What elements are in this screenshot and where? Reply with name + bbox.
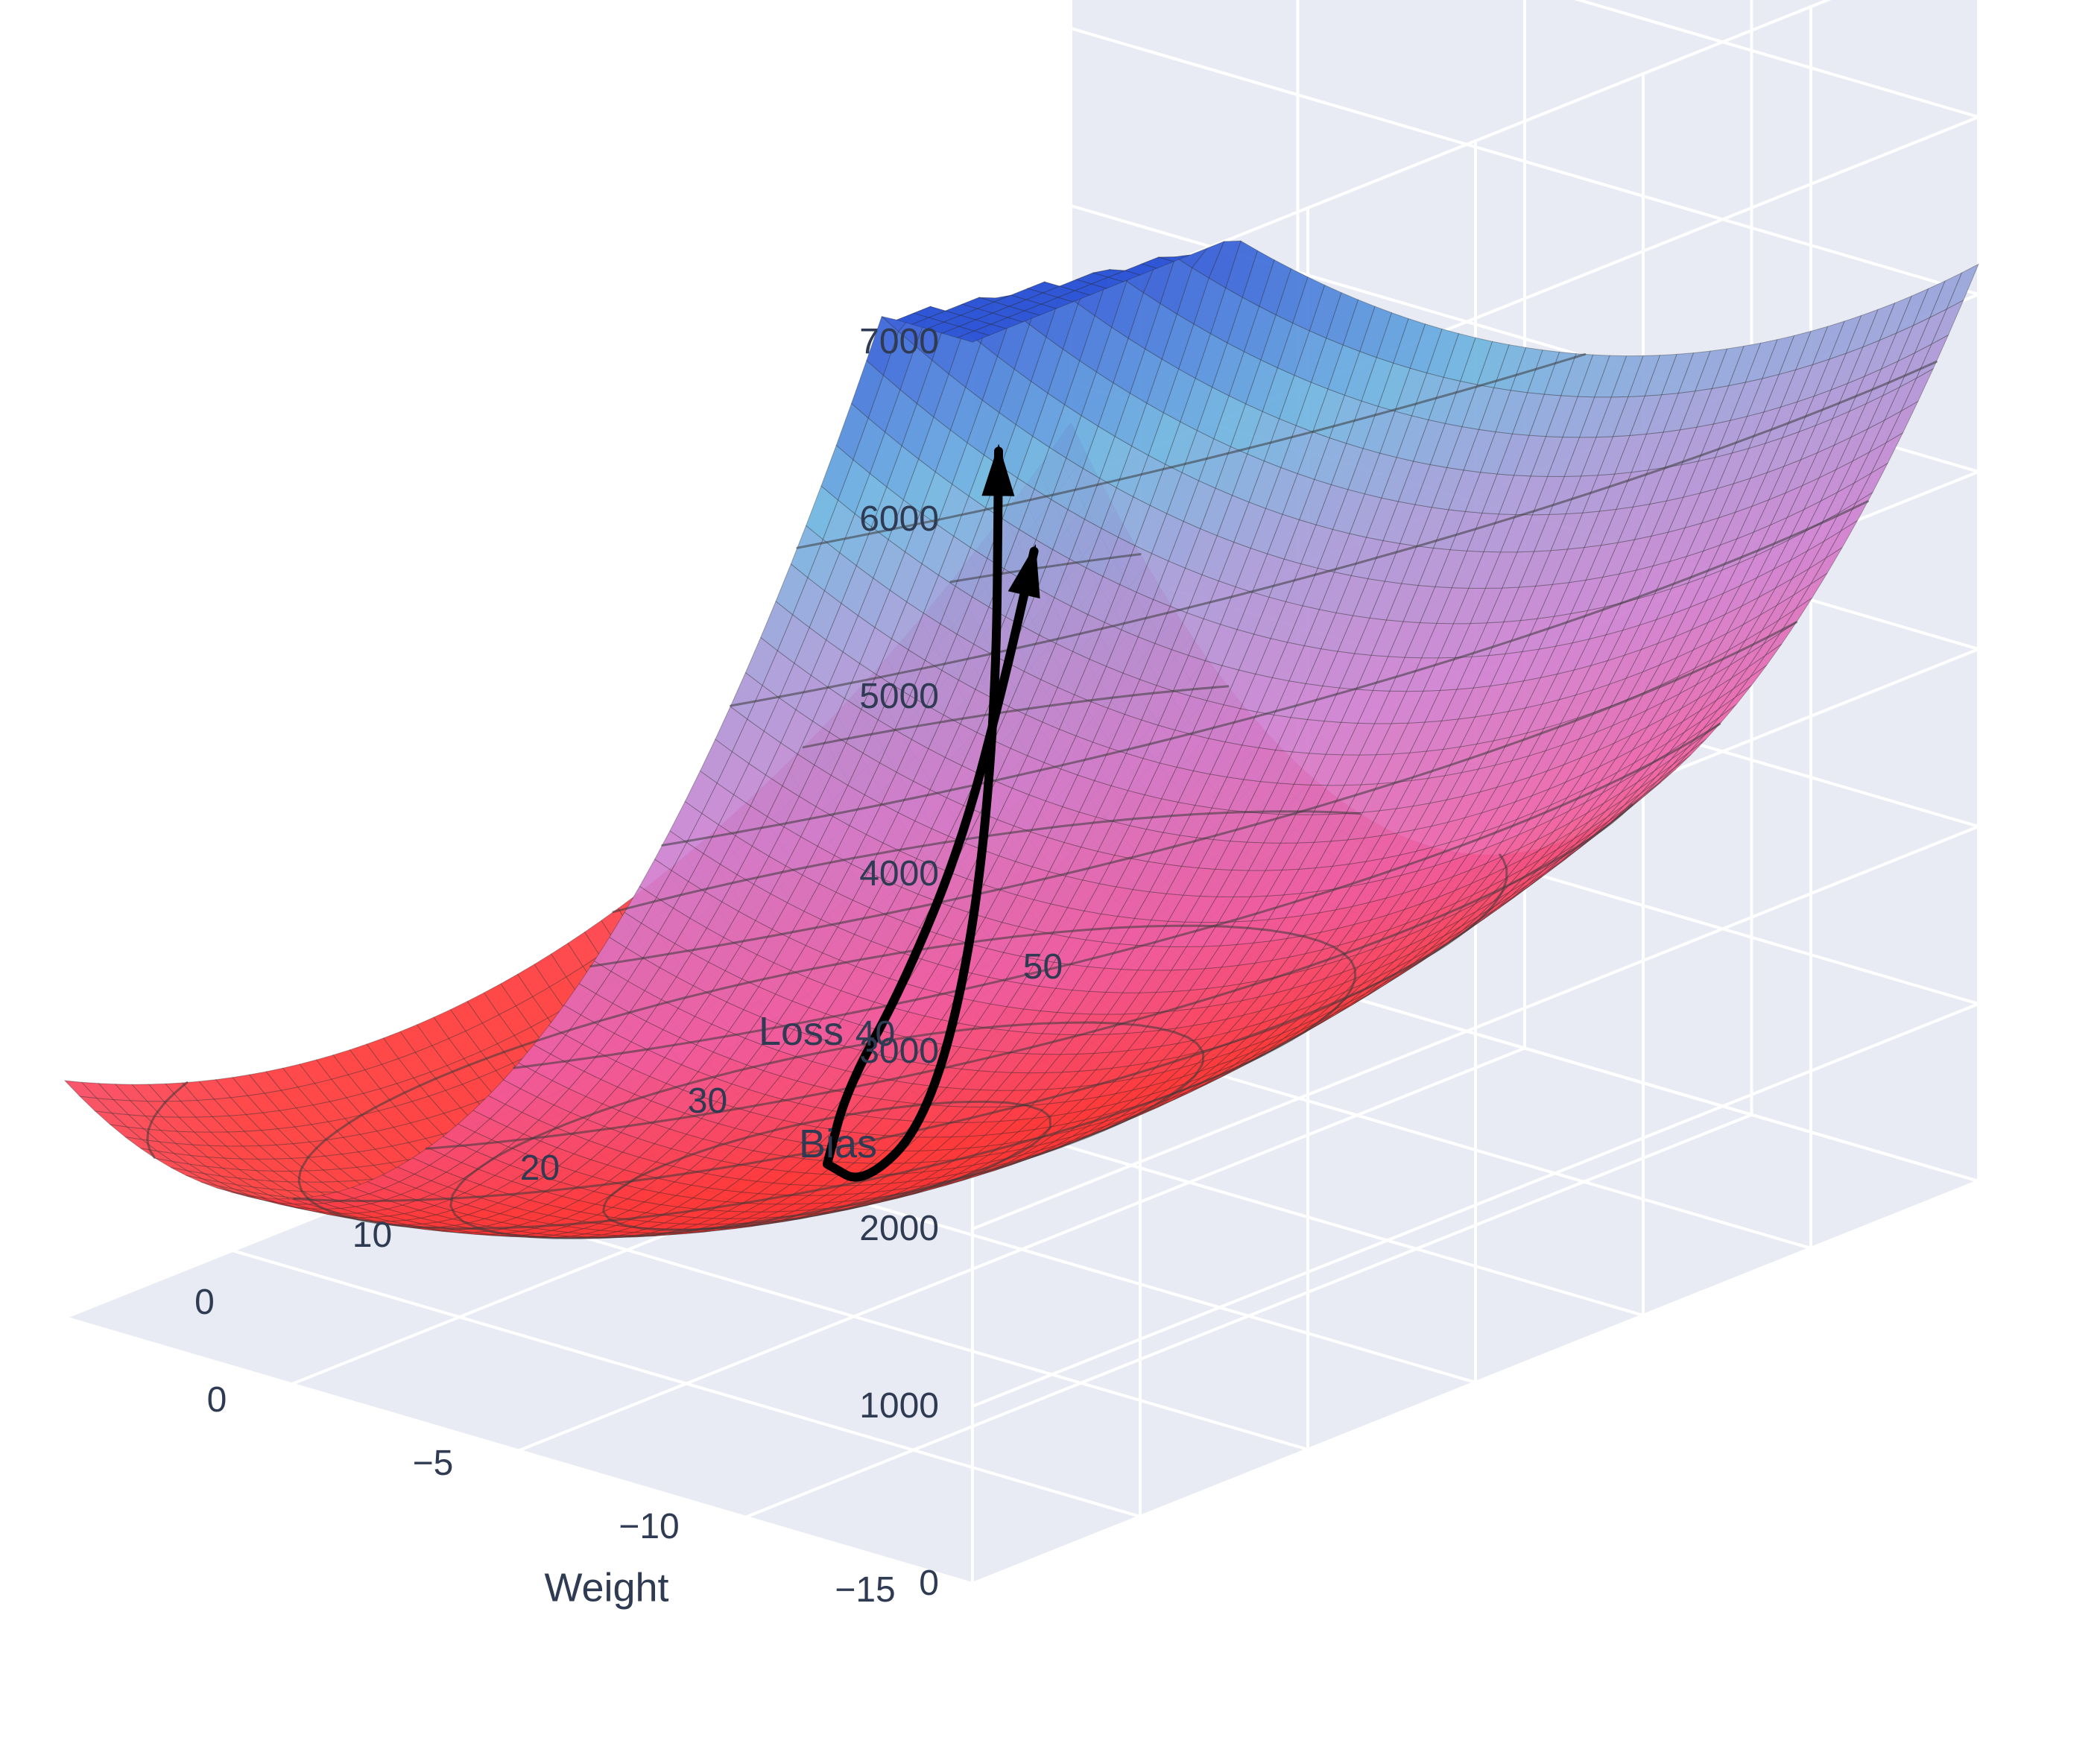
z-tick: 2000 — [859, 1209, 939, 1248]
x-tick: −5 — [413, 1444, 454, 1483]
x-tick: −15 — [835, 1570, 895, 1610]
loss-surface-chart: −15−10−500102030405001000200030004000500… — [0, 0, 2097, 1764]
y-axis-label: Bias — [799, 1122, 877, 1166]
z-tick: 0 — [919, 1564, 939, 1603]
y-tick: 10 — [352, 1215, 392, 1255]
y-tick: 50 — [1023, 947, 1063, 987]
y-tick: 0 — [194, 1283, 215, 1322]
x-tick: −10 — [619, 1507, 679, 1546]
z-tick: 3000 — [859, 1031, 939, 1071]
x-tick: 0 — [207, 1380, 227, 1420]
z-tick: 4000 — [859, 854, 939, 894]
x-axis-label: Weight — [544, 1566, 668, 1610]
z-tick: 5000 — [859, 677, 939, 716]
z-tick: 7000 — [859, 322, 939, 361]
y-tick: 20 — [520, 1148, 560, 1188]
z-axis-label: Loss — [759, 1009, 844, 1054]
z-tick: 1000 — [859, 1386, 939, 1426]
y-tick: 30 — [688, 1081, 727, 1121]
z-tick: 6000 — [859, 499, 939, 539]
